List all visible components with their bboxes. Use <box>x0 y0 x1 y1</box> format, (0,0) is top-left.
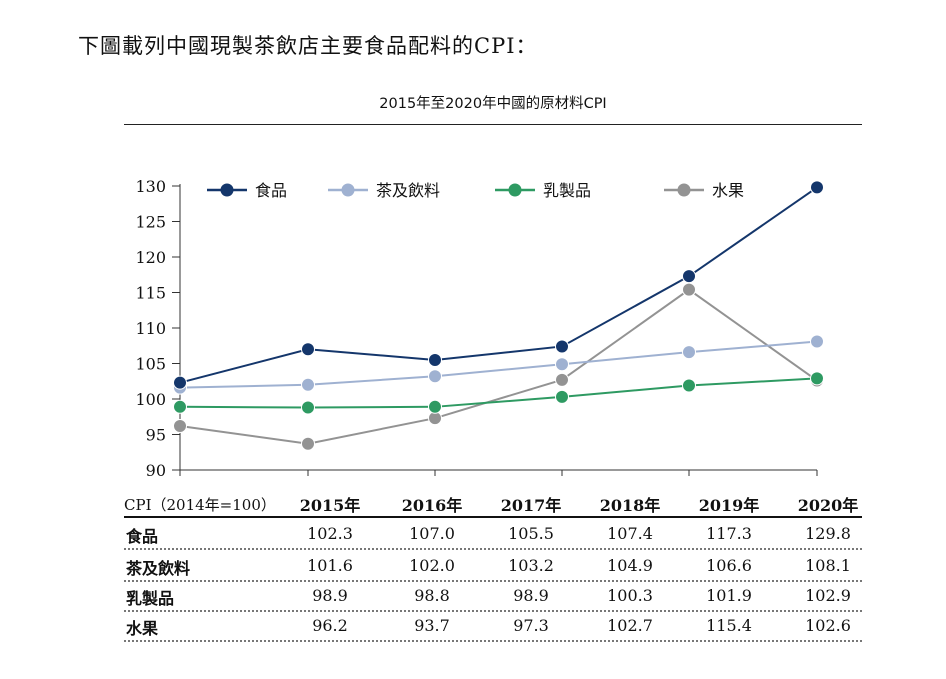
data-point <box>810 334 824 349</box>
series-line <box>179 377 818 409</box>
intro-text: 下圖載列中國現製茶飲店主要食品配料的CPI： <box>78 34 538 58</box>
y-tick-label: 110 <box>135 319 166 338</box>
table-cell: 100.3 <box>607 586 653 605</box>
title-rule <box>124 124 862 125</box>
data-point <box>682 269 696 284</box>
table-year-header: 2018年 <box>599 496 661 515</box>
row-label: 茶及飲料 <box>126 559 191 578</box>
chart-title: 2015年至2020年中國的原材料CPI <box>379 96 607 112</box>
data-point <box>173 399 187 414</box>
data-point <box>428 399 442 414</box>
table-cell: 129.8 <box>805 524 851 543</box>
legend-label: 水果 <box>712 181 744 200</box>
table-cell: 104.9 <box>607 556 653 575</box>
legend-label: 乳製品 <box>543 181 591 200</box>
table-cell: 103.2 <box>508 556 554 575</box>
table-cell: 102.0 <box>409 556 455 575</box>
table-cell: 102.7 <box>607 616 653 635</box>
y-tick-label: 125 <box>135 213 166 232</box>
data-point <box>682 378 696 393</box>
series-line <box>179 340 818 389</box>
table-cell: 117.3 <box>706 524 752 543</box>
data-point <box>428 369 442 384</box>
legend-label: 食品 <box>255 181 287 200</box>
legend-swatch-marker <box>341 183 355 197</box>
table-cell: 102.9 <box>805 586 851 605</box>
y-tick-label: 115 <box>135 284 166 303</box>
table-cell: 98.9 <box>312 586 348 605</box>
table-cell: 115.4 <box>706 616 752 635</box>
y-tick-label: 120 <box>135 248 166 267</box>
table-cell: 97.3 <box>513 616 549 635</box>
table-year-header: 2017年 <box>500 496 562 515</box>
data-point <box>301 436 315 451</box>
table-caption: CPI（2014年=100） <box>124 496 276 514</box>
legend-swatch-marker <box>508 183 522 197</box>
table-cell: 105.5 <box>508 524 554 543</box>
table-header-rule <box>124 516 862 518</box>
table-cell: 107.0 <box>409 524 455 543</box>
table-cell: 98.9 <box>513 586 549 605</box>
table-cell: 102.3 <box>307 524 353 543</box>
series-line <box>179 288 818 445</box>
table-cell: 98.8 <box>414 586 450 605</box>
data-point <box>555 372 569 387</box>
table-cell: 93.7 <box>414 616 450 635</box>
y-tick-label: 90 <box>146 461 166 480</box>
table-cell: 107.4 <box>607 524 653 543</box>
data-point <box>555 357 569 372</box>
data-point <box>555 389 569 404</box>
data-point <box>555 339 569 354</box>
table-cell: 108.1 <box>805 556 851 575</box>
data-point <box>810 371 824 386</box>
data-point <box>301 377 315 392</box>
table-row: 乳製品 98.9 98.8 98.9 100.3 101.9 102.9 <box>124 580 862 612</box>
legend-swatch-marker <box>677 183 691 197</box>
data-point <box>173 418 187 433</box>
data-point <box>810 180 824 195</box>
table-row: 茶及飲料 101.6 102.0 103.2 104.9 106.6 108.1 <box>124 550 862 582</box>
data-point <box>173 375 187 390</box>
legend-label: 茶及飲料 <box>376 181 440 200</box>
data-point <box>682 345 696 360</box>
table-year-header: 2016年 <box>401 496 463 515</box>
table-year-header: 2019年 <box>698 496 760 515</box>
data-point <box>301 400 315 415</box>
table-year-header: 2015年 <box>299 496 361 515</box>
row-label: 食品 <box>126 527 159 546</box>
legend-swatch-marker <box>220 183 234 197</box>
table-header: CPI（2014年=100） 2015年 2016年 2017年 2018年 2… <box>124 492 862 516</box>
table-row: 水果 96.2 93.7 97.3 102.7 115.4 102.6 <box>124 610 862 642</box>
table-cell: 101.6 <box>307 556 353 575</box>
data-point <box>682 282 696 297</box>
data-point <box>428 352 442 367</box>
series-line <box>179 186 818 384</box>
y-tick-label: 95 <box>146 426 166 445</box>
y-tick-label: 105 <box>135 355 166 374</box>
table-year-header: 2020年 <box>797 496 859 515</box>
row-label: 水果 <box>126 619 159 638</box>
table-cell: 96.2 <box>312 616 348 635</box>
table-cell: 102.6 <box>805 616 851 635</box>
data-point <box>301 342 315 357</box>
y-tick-label: 130 <box>135 177 166 196</box>
row-label: 乳製品 <box>126 589 175 608</box>
table-cell: 106.6 <box>706 556 752 575</box>
y-tick-label: 100 <box>135 390 166 409</box>
table-cell: 101.9 <box>706 586 752 605</box>
table-row: 食品 102.3 107.0 105.5 107.4 117.3 129.8 <box>124 518 862 550</box>
